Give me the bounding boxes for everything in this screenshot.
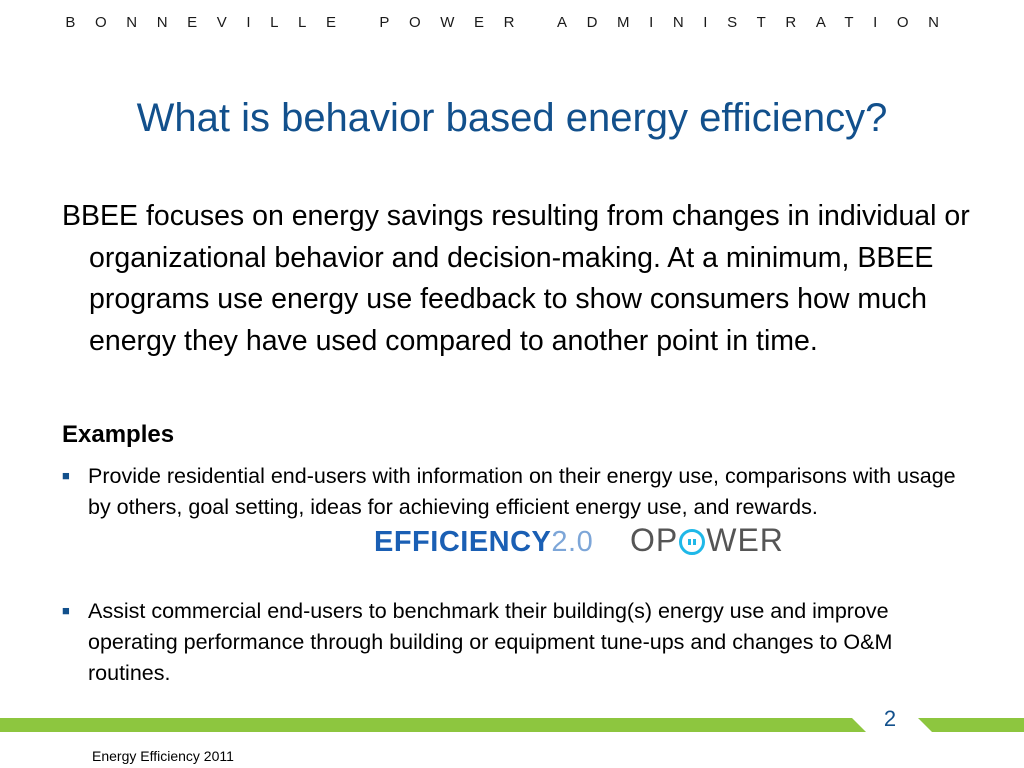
footer-bar-left — [0, 718, 866, 732]
bullet-item: ■ Provide residential end-users with inf… — [62, 461, 967, 523]
footer-text: Energy Efficiency 2011 — [92, 748, 234, 764]
square-bullet-icon: ■ — [62, 603, 70, 618]
opower-logo: OP WER — [630, 522, 784, 559]
opower-logo-right: WER — [706, 522, 784, 558]
efficiency-logo: EFFICIENCY2.0 — [374, 526, 593, 559]
organization-header: BONNEVILLE POWER ADMINISTRATION — [65, 14, 959, 31]
bullet-item: ■ Assist commercial end-users to benchma… — [62, 596, 967, 689]
intro-paragraph: BBEE focuses on energy savings resulting… — [62, 200, 970, 357]
slide-title: What is behavior based energy efficiency… — [136, 96, 888, 140]
examples-heading: Examples — [62, 421, 175, 448]
footer-green-bar — [0, 718, 1024, 732]
power-plug-icon — [679, 529, 706, 555]
efficiency-logo-version: 2.0 — [551, 526, 594, 558]
opower-logo-left: OP — [630, 522, 679, 558]
page-number: 2 — [883, 706, 897, 731]
footer-bar-right — [918, 718, 1024, 732]
square-bullet-icon: ■ — [62, 468, 70, 483]
bullet-text: Assist commercial end-users to benchmark… — [88, 599, 893, 685]
bullet-text: Provide residential end-users with infor… — [88, 464, 956, 519]
efficiency-logo-word: EFFICIENCY — [374, 526, 552, 558]
